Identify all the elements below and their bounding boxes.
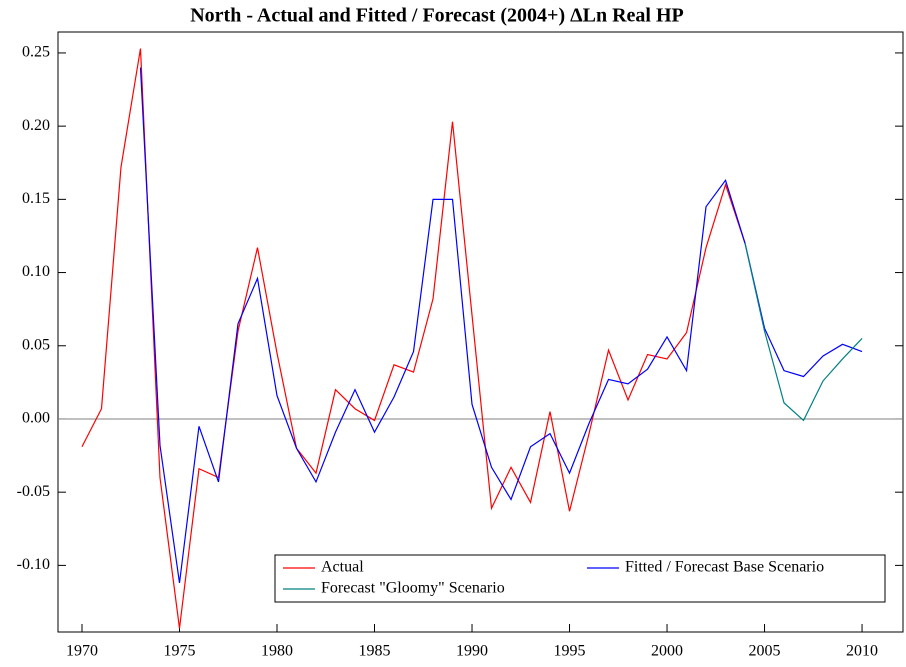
legend-label: Forecast "Gloomy" Scenario bbox=[321, 580, 505, 597]
x-tick-label: 2000 bbox=[651, 643, 683, 660]
series-line bbox=[139, 67, 863, 584]
plot-frame bbox=[57, 31, 904, 633]
y-tick-label: -0.05 bbox=[17, 483, 50, 500]
x-tick-label: 1975 bbox=[163, 643, 195, 660]
y-tick-label: 0.00 bbox=[22, 410, 50, 427]
y-tick-label: 0.10 bbox=[22, 263, 50, 280]
chart-title: North - Actual and Fitted / Forecast (20… bbox=[190, 5, 684, 27]
series-line bbox=[744, 243, 863, 422]
y-tick-label: 0.20 bbox=[22, 117, 50, 134]
y-tick-label: 0.05 bbox=[22, 336, 50, 353]
y-tick-label: 0.25 bbox=[22, 44, 50, 61]
x-tick-label: 2010 bbox=[846, 643, 878, 660]
legend-label: Actual bbox=[321, 559, 364, 576]
y-tick-label: -0.10 bbox=[17, 556, 50, 573]
legend-label: Fitted / Forecast Base Scenario bbox=[625, 559, 824, 576]
legend-box bbox=[274, 554, 886, 603]
y-tick-label: 0.15 bbox=[22, 190, 50, 207]
x-tick-label: 1970 bbox=[66, 643, 98, 660]
x-tick-label: 1985 bbox=[359, 643, 391, 660]
x-tick-label: 1980 bbox=[261, 643, 293, 660]
x-tick-label: 1990 bbox=[456, 643, 488, 660]
x-tick-label: 2005 bbox=[749, 643, 781, 660]
series-line bbox=[81, 48, 746, 629]
x-tick-label: 1995 bbox=[554, 643, 586, 660]
